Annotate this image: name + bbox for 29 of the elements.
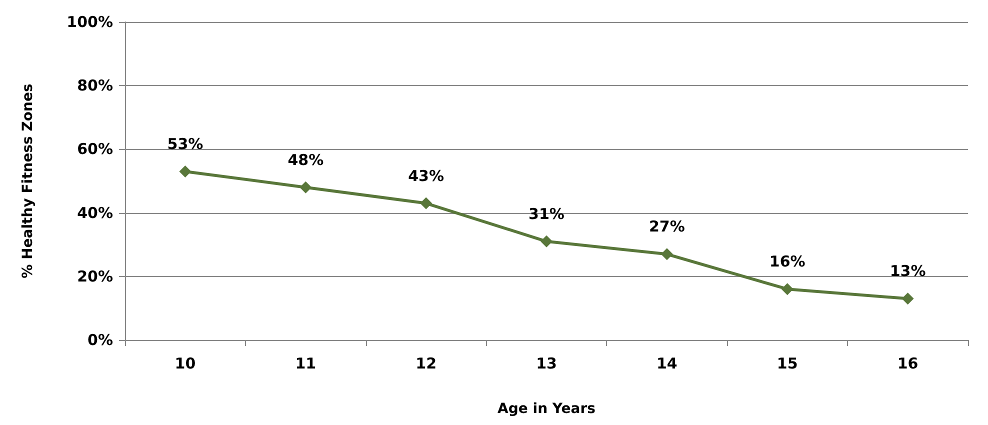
x-tick-label: 16 [897,354,918,372]
y-tick-label: 60% [77,140,113,158]
x-tick-label: 15 [776,354,798,372]
x-axis-title: Age in Years [498,401,596,417]
y-tick-label: 20% [77,267,113,286]
y-axis-title: % Healthy Fitness Zones [20,84,36,278]
y-tick-label: 100% [66,13,113,31]
x-tick-label: 10 [174,354,196,372]
data-label: 43% [408,166,444,185]
point [781,283,794,296]
point [540,235,552,248]
y-tick-label: 40% [77,204,113,222]
point [300,181,312,194]
point [902,292,914,305]
data-label: 53% [167,134,204,153]
point [660,248,673,260]
y-tick-label: 80% [77,76,113,95]
data-label: 48% [288,150,324,169]
data-label: 16% [769,252,806,271]
y-tick-label: 0% [88,331,113,349]
data-label: 13% [890,262,926,280]
x-tick-label: 13 [536,354,557,372]
point [179,165,192,178]
data-label: 27% [648,218,685,236]
x-tick-label: 14 [656,354,678,372]
point [420,197,432,210]
x-tick-label: 12 [416,354,437,372]
data-label: 31% [528,204,564,223]
x-tick-label: 11 [295,354,316,372]
